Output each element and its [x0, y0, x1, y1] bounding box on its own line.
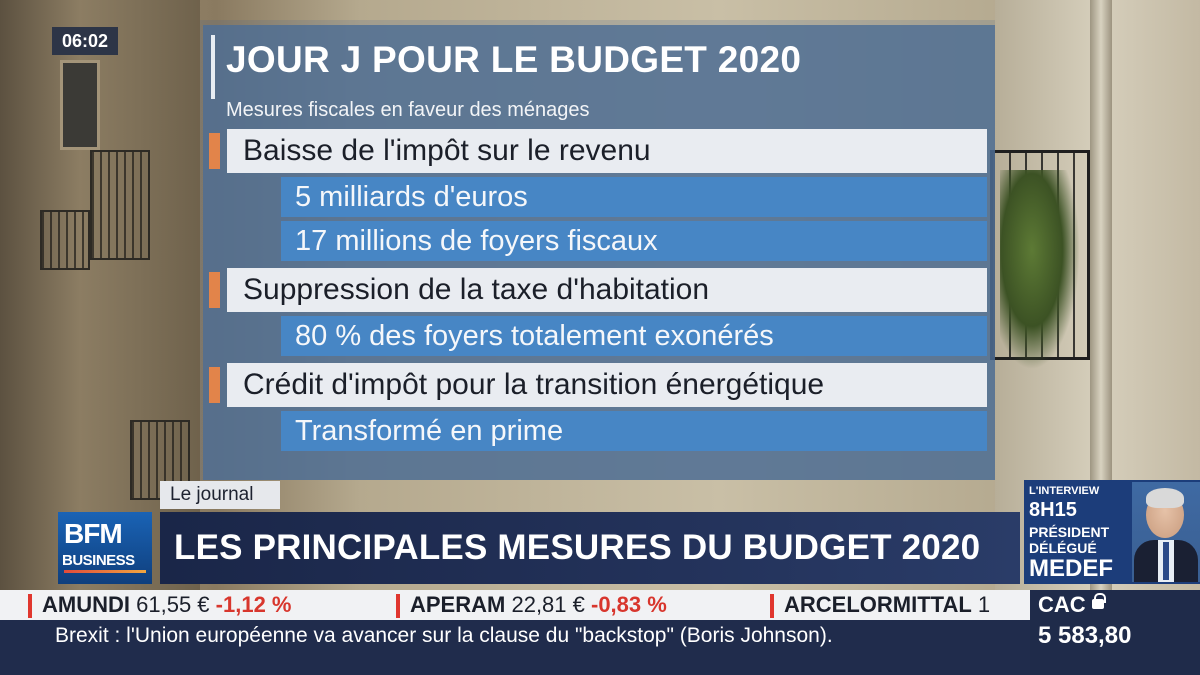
ticker-name: ARCELORMITTAL: [784, 592, 972, 617]
ticker-item: ARCELORMITTAL 1: [770, 590, 990, 620]
orange-marker: [209, 133, 220, 169]
ticker-separator: [28, 594, 32, 619]
portrait-hair: [1146, 488, 1184, 508]
portrait-tie: [1163, 542, 1169, 580]
logo-text-business: BUSINESS: [62, 552, 135, 569]
ticker-item: APERAM 22,81 € -0,83 %: [396, 590, 667, 620]
panel-title: JOUR J POUR LE BUDGET 2020: [226, 39, 802, 80]
measure-label: Baisse de l'impôt sur le revenu: [243, 134, 651, 167]
stock-ticker: AMUNDI 61,55 € -1,12 % APERAM 22,81 € -0…: [0, 590, 1030, 620]
balcony: [40, 210, 90, 270]
lock-icon: [1092, 593, 1106, 609]
measure-item: Baisse de l'impôt sur le revenu: [209, 129, 987, 173]
measure-label: Crédit d'impôt pour la transition énergé…: [243, 368, 825, 401]
ticker-separator: [770, 594, 774, 619]
interview-org: MEDEF: [1029, 555, 1113, 582]
logo-text-bfm: BFM: [64, 518, 123, 549]
measure-detail: 80 % des foyers totalement exonérés: [281, 316, 987, 356]
measure-label: Suppression de la taxe d'habitation: [243, 273, 710, 306]
index-box: CAC 5 583,80: [1030, 590, 1200, 675]
ticker-separator: [396, 594, 400, 619]
news-crawl: Brexit : l'Union européenne va avancer s…: [0, 620, 1030, 675]
measure-item: Crédit d'impôt pour la transition énergé…: [209, 363, 987, 407]
headline-banner: LES PRINCIPALES MESURES DU BUDGET 2020: [160, 512, 1020, 584]
logo-stripe: [64, 570, 146, 573]
ticker-name: AMUNDI: [42, 592, 130, 617]
ticker-price: 61,55 €: [136, 592, 210, 617]
ticker-change: -0,83 %: [591, 592, 667, 617]
measure-detail: 17 millions de foyers fiscaux: [281, 221, 987, 261]
measure-item: Suppression de la taxe d'habitation: [209, 268, 987, 312]
orange-marker: [209, 272, 220, 308]
title-bar-accent: [211, 35, 215, 99]
orange-marker: [209, 367, 220, 403]
channel-logo: BFM BUSINESS: [58, 512, 152, 584]
ticker-name: APERAM: [410, 592, 506, 617]
clock: 06:02: [52, 27, 118, 55]
index-name: CAC: [1038, 592, 1086, 617]
ticker-item: AMUNDI 61,55 € -1,12 %: [28, 590, 291, 620]
interview-label: L'INTERVIEW: [1029, 485, 1100, 497]
guest-portrait: [1132, 482, 1200, 582]
interview-role-1: PRÉSIDENT: [1029, 524, 1110, 540]
window: [60, 60, 100, 150]
index-value: 5 583,80: [1038, 622, 1132, 649]
interview-time: 8H15: [1029, 499, 1077, 521]
program-tag: Le journal: [160, 481, 280, 509]
ticker-price: 1: [977, 592, 991, 617]
ticker-change: -1,12 %: [215, 592, 292, 617]
ticker-price: 22,81 €: [511, 592, 585, 617]
interview-promo: L'INTERVIEW 8H15 PRÉSIDENT DÉLÉGUÉ MEDEF: [1024, 480, 1200, 584]
interview-role-2: DÉLÉGUÉ: [1029, 540, 1097, 556]
drain-pipe: [1090, 0, 1112, 590]
info-panel: JOUR J POUR LE BUDGET 2020 Mesures fisca…: [203, 25, 995, 480]
plant: [1000, 170, 1080, 370]
balcony: [90, 150, 150, 260]
measure-detail: 5 milliards d'euros: [281, 177, 987, 217]
panel-subtitle: Mesures fiscales en faveur des ménages: [226, 99, 590, 121]
measure-detail: Transformé en prime: [281, 411, 987, 451]
